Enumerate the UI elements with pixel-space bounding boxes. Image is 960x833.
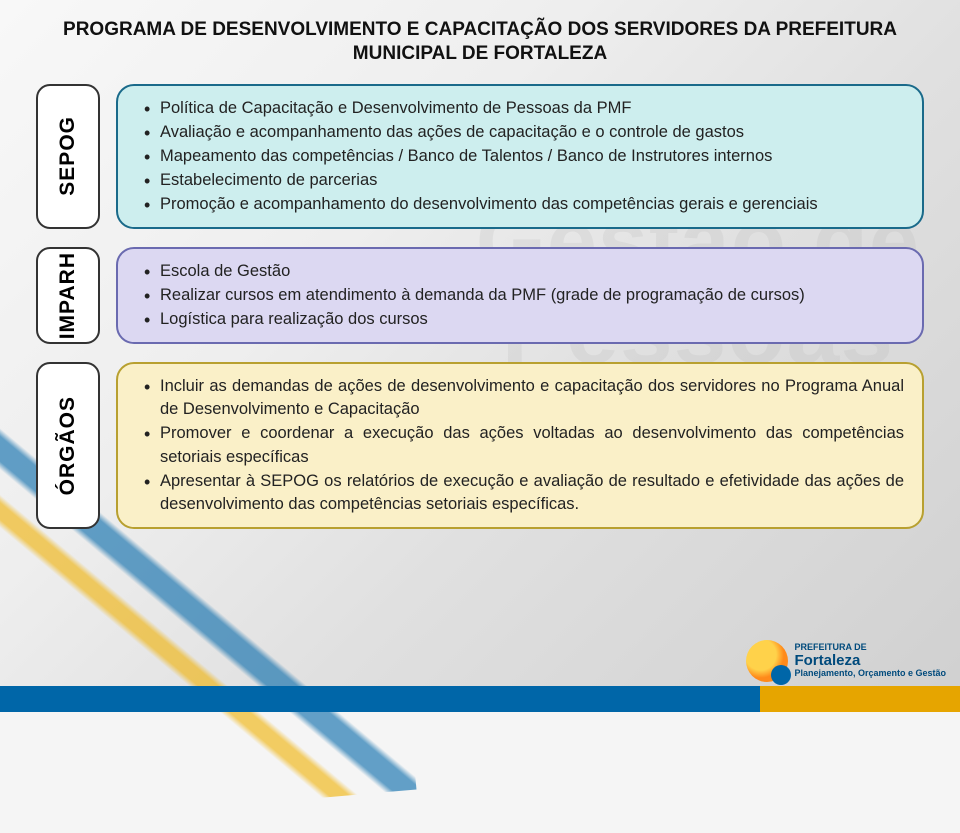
logo-text: PREFEITURA DE Fortaleza Planejamento, Or… (794, 643, 946, 679)
logo-line2: Planejamento, Orçamento e Gestão (794, 668, 946, 678)
label-sepog: SEPOG (36, 84, 100, 229)
slide-title: PROGRAMA DE DESENVOLVIMENTO E CAPACITAÇÃ… (36, 18, 924, 66)
label-orgaos-text: ÓRGÃOS (56, 396, 80, 495)
list-item: Realizar cursos em atendimento à demanda… (144, 284, 904, 307)
title-line1: PROGRAMA DE DESENVOLVIMENTO E CAPACITAÇÃ… (63, 19, 897, 40)
list-item: Promover e coordenar a execução das açõe… (144, 422, 904, 468)
list-item: Avaliação e acompanhamento das ações de … (144, 121, 904, 144)
section-orgaos: ÓRGÃOS Incluir as demandas de ações de d… (36, 362, 924, 529)
footer-bar (0, 686, 960, 712)
label-sepog-text: SEPOG (56, 116, 80, 196)
slide-content: PROGRAMA DE DESENVOLVIMENTO E CAPACITAÇÃ… (0, 0, 960, 557)
orgaos-list: Incluir as demandas de ações de desenvol… (144, 375, 904, 516)
label-imparh: IMPARH (36, 247, 100, 344)
list-item: Mapeamento das competências / Banco de T… (144, 145, 904, 168)
logo-icon (746, 640, 788, 682)
footer-logo: PREFEITURA DE Fortaleza Planejamento, Or… (746, 640, 946, 682)
imparh-list: Escola de Gestão Realizar cursos em aten… (144, 260, 904, 331)
section-imparh: IMPARH Escola de Gestão Realizar cursos … (36, 247, 924, 344)
list-item: Estabelecimento de parcerias (144, 169, 904, 192)
list-item: Apresentar à SEPOG os relatórios de exec… (144, 470, 904, 516)
list-item: Logística para realização dos cursos (144, 308, 904, 331)
label-imparh-text: IMPARH (56, 252, 80, 339)
card-sepog: Política de Capacitação e Desenvolviment… (116, 84, 924, 229)
card-orgaos: Incluir as demandas de ações de desenvol… (116, 362, 924, 529)
list-item: Política de Capacitação e Desenvolviment… (144, 97, 904, 120)
logo-line1: PREFEITURA DE (794, 642, 866, 652)
card-imparh: Escola de Gestão Realizar cursos em aten… (116, 247, 924, 344)
footer-blue-segment (0, 686, 760, 712)
label-orgaos: ÓRGÃOS (36, 362, 100, 529)
sepog-list: Política de Capacitação e Desenvolviment… (144, 97, 904, 216)
list-item: Incluir as demandas de ações de desenvol… (144, 375, 904, 421)
footer-yellow-segment (760, 686, 960, 712)
title-line2: MUNICIPAL DE FORTALEZA (353, 43, 607, 64)
list-item: Escola de Gestão (144, 260, 904, 283)
logo-brand: Fortaleza (794, 653, 946, 670)
section-sepog: SEPOG Política de Capacitação e Desenvol… (36, 84, 924, 229)
list-item: Promoção e acompanhamento do desenvolvim… (144, 193, 904, 216)
